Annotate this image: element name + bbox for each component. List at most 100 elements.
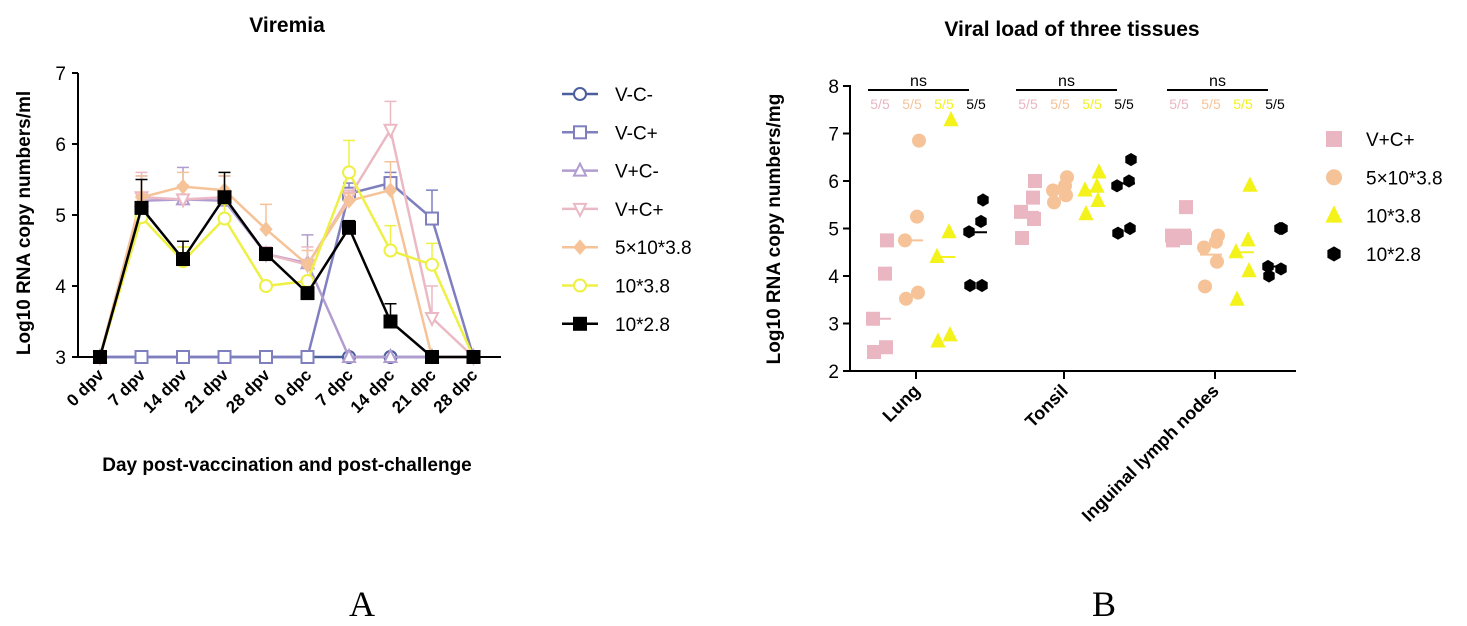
chart-a-legend-label: V+C- xyxy=(615,162,659,183)
chart-a-point xyxy=(259,350,273,364)
chart-b-ytick-label: 4 xyxy=(828,267,839,288)
chart-b-point xyxy=(1027,212,1041,226)
chart-b-point xyxy=(1229,290,1245,306)
chart-a-xlabel: Day post-vaccination and post-challenge xyxy=(102,455,472,476)
chart-b-legend-item: 10*2.8 xyxy=(1327,245,1421,266)
chart-b-xtick-label: Inguinal lymph nodes xyxy=(1078,381,1223,526)
chart-a-point xyxy=(217,190,232,205)
chart-b-ytick-label: 6 xyxy=(828,172,839,193)
chart-b-point xyxy=(1242,176,1258,192)
chart-a-legend-marker xyxy=(573,278,587,293)
chart-b-xtick-label: Lung xyxy=(879,381,924,426)
chart-b-legend-marker xyxy=(1327,246,1341,262)
chart-a-legend-marker xyxy=(573,316,587,331)
chart-a-xtick-label: 0 dpc xyxy=(270,365,315,410)
chart-b-point xyxy=(1047,195,1061,210)
chart-b-series-v-c xyxy=(866,174,1193,359)
chart-b-ylabel: Log10 RNA copy numbers/mg xyxy=(764,94,785,365)
chart-a-line-v-c xyxy=(98,126,475,358)
chart-b-point xyxy=(1112,226,1124,240)
chart-b-point xyxy=(1089,177,1105,193)
chart-b-point xyxy=(1014,204,1028,219)
chart-a-point xyxy=(425,350,439,364)
chart-a-legend-label: 10*3.8 xyxy=(615,277,670,298)
chart-b-legend: V+C+ 5×10*3.8 10*3.8 10*2.8 xyxy=(1325,130,1443,266)
chart-b-point xyxy=(1046,183,1060,198)
chart-b-series-5-10-3-8 xyxy=(898,133,1225,306)
chart-b-point xyxy=(1090,191,1106,207)
chart-a-ytick-label: 6 xyxy=(55,135,66,156)
chart-a-point xyxy=(259,279,273,293)
chart-b-ytick-label: 8 xyxy=(828,77,839,98)
chart-a-xtick-label: 14 dpv xyxy=(139,365,191,417)
chart-b-point xyxy=(1060,170,1074,185)
chart-b-count-label: 5/5 xyxy=(1114,96,1134,112)
chart-b-count-label: 5/5 xyxy=(966,96,986,112)
chart-b-count-label: 5/5 xyxy=(902,96,922,112)
chart-b-points xyxy=(866,110,1288,359)
chart-a-legend-marker xyxy=(573,125,587,140)
chart-b-point xyxy=(1078,205,1094,221)
chart-b-y-ticks: 2 3 4 5 6 7 8 xyxy=(828,77,850,383)
chart-a-ylabel: Log10 RNA copy numbers/ml xyxy=(14,91,35,355)
chart-b-title: Viral load of three tissues xyxy=(944,18,1199,41)
chart-a-series-10-3-8 xyxy=(93,139,481,364)
chart-b-legend-marker xyxy=(1326,131,1342,147)
chart-b-count-label: 5/5 xyxy=(1201,96,1221,112)
chart-b-point xyxy=(912,133,926,148)
chart-a-legend-label: 10*2.8 xyxy=(615,315,670,336)
chart-b-point xyxy=(1124,221,1136,236)
chart-a-point xyxy=(382,347,399,363)
chart-a-series-10-2-8 xyxy=(93,171,481,364)
chart-a-point xyxy=(466,350,481,364)
chart-b-point xyxy=(1262,259,1274,274)
chart-a-point xyxy=(382,123,399,140)
chart-a-title: Viremia xyxy=(249,14,325,37)
chart-a-point xyxy=(134,350,149,364)
chart-a-ytick-label: 5 xyxy=(55,206,66,227)
chart-a-ytick-label: 4 xyxy=(55,277,66,298)
chart-b-point xyxy=(899,291,913,306)
chart-b-legend-label: 10*2.8 xyxy=(1366,245,1421,266)
panel-b-viral-load: Viral load of three tissues Log10 RNA co… xyxy=(764,18,1443,624)
chart-a-xtick-label: 21 dpc xyxy=(388,365,440,417)
chart-b-count-label: 5/5 xyxy=(934,96,954,112)
chart-a-line-10-3-8 xyxy=(98,169,475,358)
chart-a-point xyxy=(342,220,356,235)
chart-b-count-label: 5/5 xyxy=(1082,96,1102,112)
chart-a-legend-label: V-C+ xyxy=(615,123,658,144)
chart-b-point xyxy=(1276,221,1288,236)
chart-b-point xyxy=(911,285,925,300)
chart-b-point xyxy=(1228,243,1244,259)
chart-a-legend-marker xyxy=(572,202,588,219)
chart-b-point xyxy=(1210,254,1224,269)
chart-b-point xyxy=(941,223,957,239)
chart-b-legend-item: 10*3.8 xyxy=(1325,205,1421,228)
chart-a-series-v-c xyxy=(92,100,482,367)
chart-b-point xyxy=(898,233,912,248)
chart-b-point xyxy=(976,278,988,293)
chart-b-point xyxy=(1241,262,1257,278)
chart-a-legend-label: V-C- xyxy=(615,85,653,106)
chart-a-point xyxy=(259,221,273,237)
chart-b-ytick-label: 7 xyxy=(828,125,839,146)
chart-b-legend-label: 5×10*3.8 xyxy=(1366,168,1443,189)
chart-a-point xyxy=(342,193,356,209)
chart-b-point xyxy=(1240,231,1256,247)
chart-a-point xyxy=(383,182,398,198)
chart-b-point xyxy=(1198,279,1212,294)
chart-a-line-v-c xyxy=(98,198,474,359)
chart-b-point xyxy=(1028,174,1042,188)
chart-b-sig-label: ns xyxy=(910,73,927,90)
chart-a-point xyxy=(176,350,190,364)
chart-b-legend-label: 10*3.8 xyxy=(1366,207,1421,228)
chart-a-point xyxy=(300,350,315,364)
chart-a-point xyxy=(425,257,439,272)
chart-b-point xyxy=(1077,181,1093,197)
chart-a-legend-label: V+C+ xyxy=(615,200,664,221)
chart-a-legend-marker xyxy=(573,87,587,101)
chart-a-point xyxy=(425,211,439,226)
chart-b-legend-marker xyxy=(1326,169,1342,186)
